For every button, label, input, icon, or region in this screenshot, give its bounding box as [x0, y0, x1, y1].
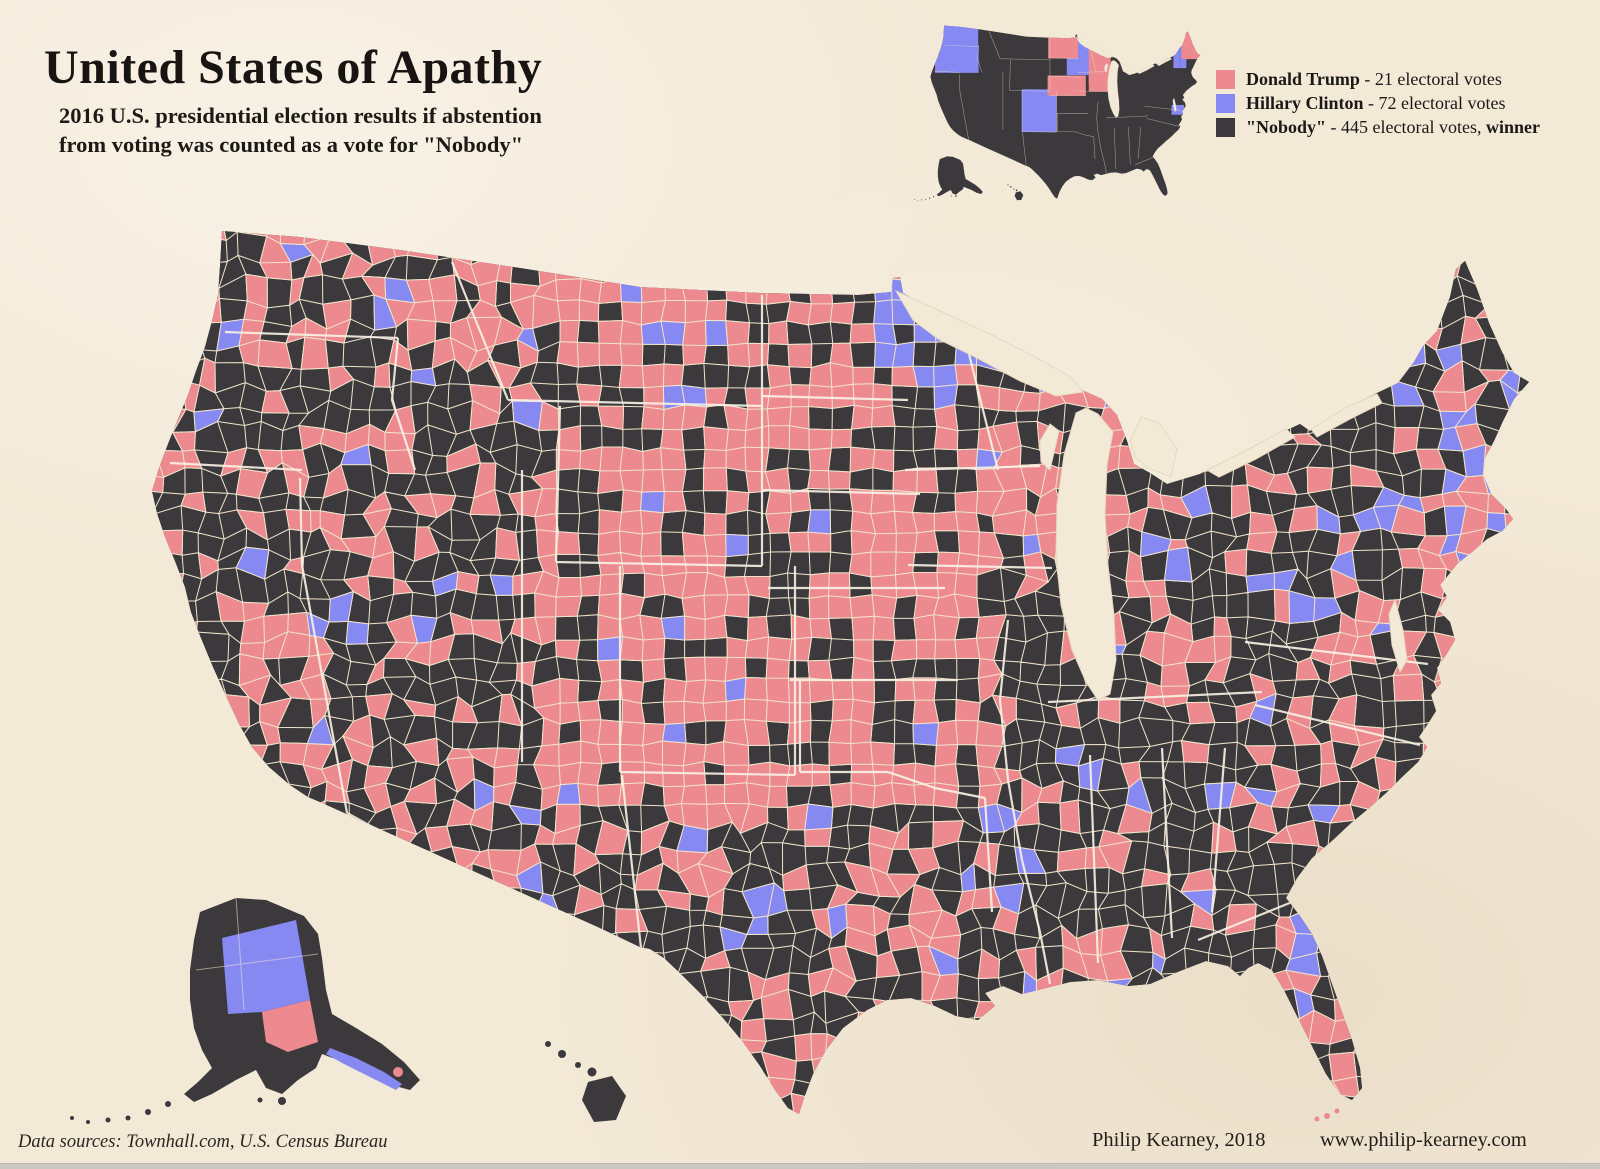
inset-state-or: [935, 44, 979, 73]
website-credit: www.philip-kearney.com: [1320, 1129, 1527, 1151]
alaska-inset: [70, 897, 420, 1124]
legend-label: Donald Trump - 21 electoral votes: [1246, 69, 1502, 89]
legend: Donald Trump - 21 electoral votes Hillary…: [1216, 70, 1540, 142]
legend-item: Donald Trump - 21 electoral votes: [1216, 70, 1540, 89]
main-map: [70, 231, 1529, 1124]
legend-swatch: [1216, 118, 1235, 137]
legend-swatch: [1216, 70, 1235, 89]
legend-swatch: [1216, 94, 1235, 113]
legend-label: Hillary Clinton - 72 electoral votes: [1246, 93, 1506, 113]
inset-state-co: [1021, 89, 1057, 133]
inset-state-vt: [1173, 44, 1180, 69]
page-subtitle: 2016 U.S. presidential election results …: [59, 101, 542, 159]
inset-state-nd: [1048, 36, 1078, 59]
subtitle-line-1: 2016 U.S. presidential election results …: [59, 103, 542, 128]
data-sources-note: Data sources: Townhall.com, U.S. Census …: [18, 1132, 388, 1152]
author-credit: Philip Kearney, 2018: [1092, 1129, 1266, 1151]
legend-item: Hillary Clinton - 72 electoral votes: [1216, 94, 1540, 113]
inset-state-me: [1181, 28, 1201, 60]
hawaii-inset: [545, 1041, 626, 1122]
inset-state-wa: [939, 25, 979, 46]
inset-state-map: [914, 25, 1201, 201]
bottom-edge-strip: [0, 1163, 1600, 1169]
page-title: United States of Apathy: [44, 41, 543, 94]
florida-keys: [1314, 1108, 1340, 1122]
inset-state-ne: [1047, 75, 1086, 96]
subtitle-line-2: from voting was counted as a vote for "N…: [59, 132, 524, 157]
legend-label: "Nobody" - 445 electoral votes, winner: [1246, 117, 1540, 137]
legend-item: "Nobody" - 445 electoral votes, winner: [1216, 118, 1540, 137]
